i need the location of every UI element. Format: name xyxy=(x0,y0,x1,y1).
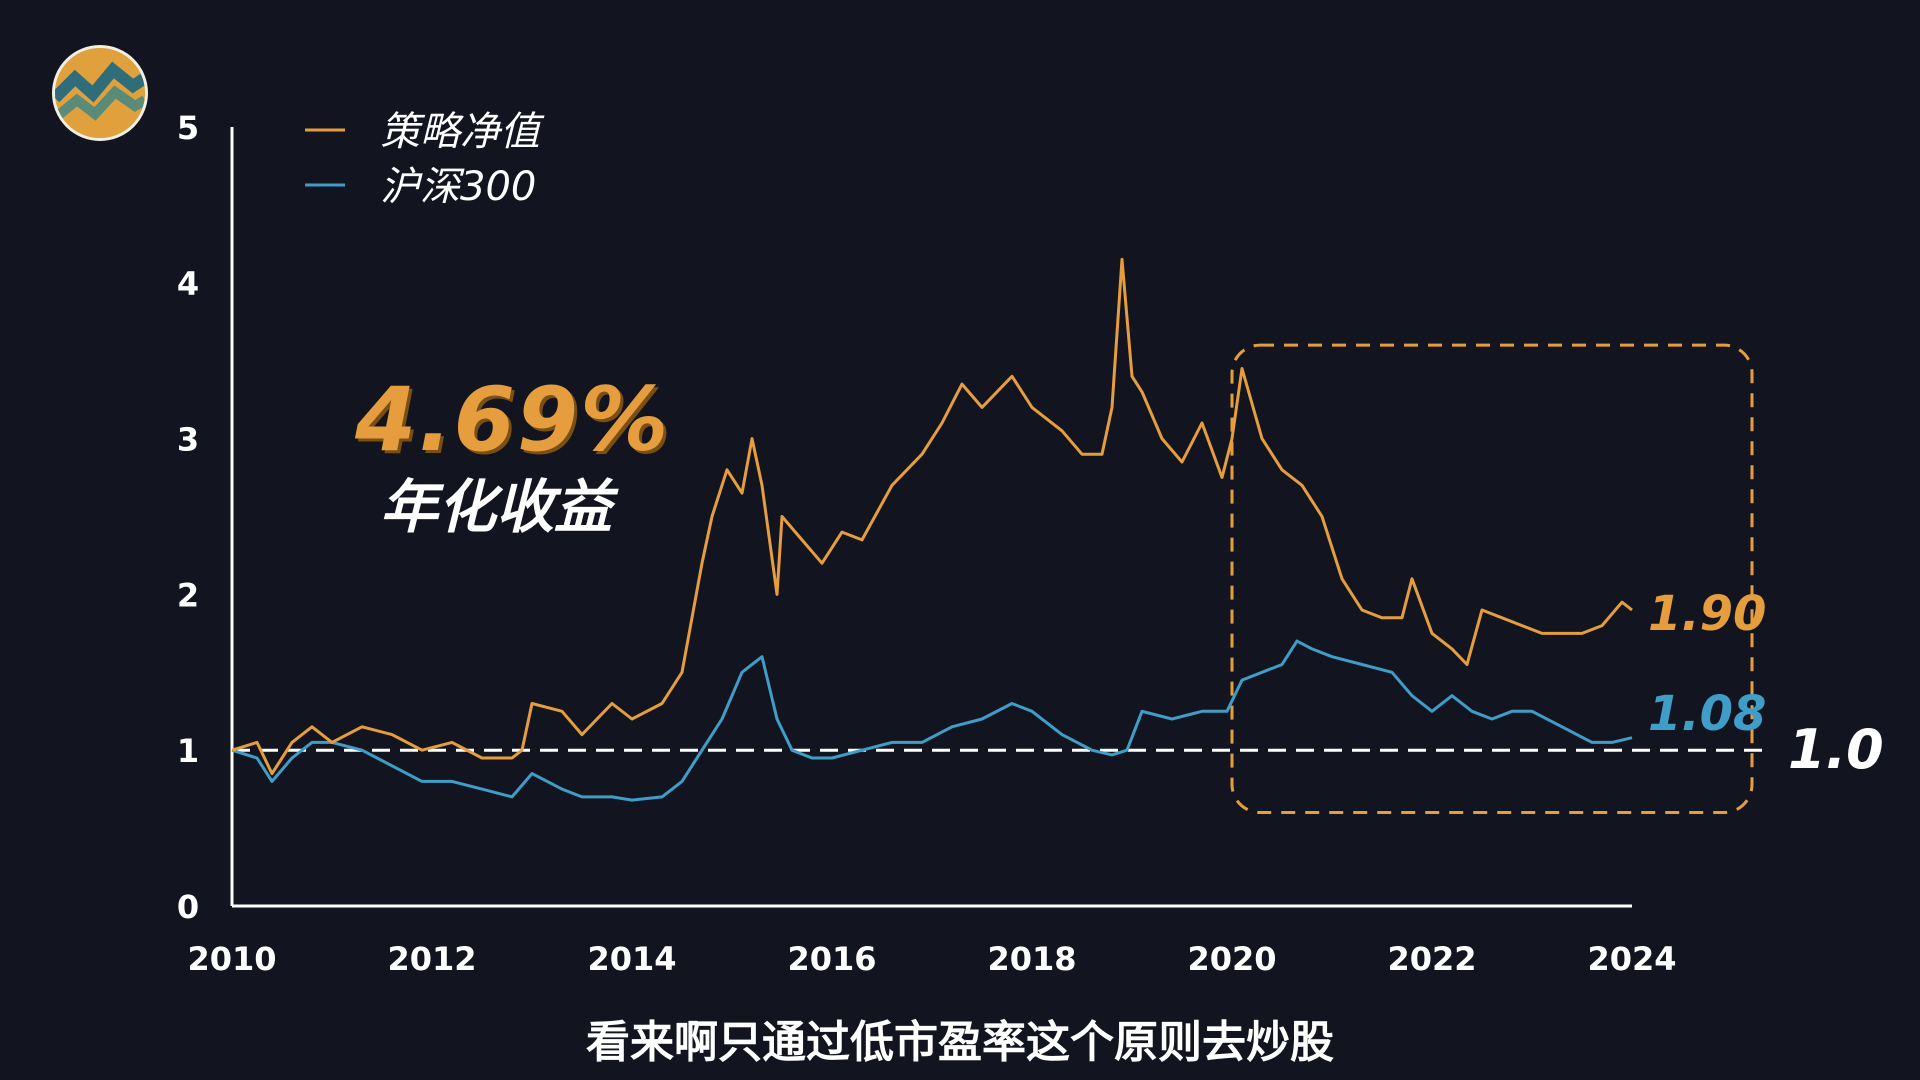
x-tick-label: 2020 xyxy=(1187,940,1276,978)
y-tick-label: 4 xyxy=(177,265,199,303)
y-tick-label: 3 xyxy=(177,421,199,459)
index-end-label: 1.08 xyxy=(1648,686,1766,742)
x-tick-label: 2014 xyxy=(587,940,676,978)
zigzag-logo-icon xyxy=(52,45,148,141)
x-tick-label: 2024 xyxy=(1587,940,1676,978)
annual-return-label: 年化收益 xyxy=(380,473,613,541)
y-tick-label: 2 xyxy=(177,576,199,614)
y-tick-label: 5 xyxy=(177,109,199,147)
legend-label-strategy: 策略净值 xyxy=(380,109,545,155)
x-tick-label: 2010 xyxy=(187,940,276,978)
x-axis-ticks: 2010 2012 2014 2016 2018 2020 2022 2024 xyxy=(187,940,1676,978)
highlight-box xyxy=(1230,343,1754,815)
x-tick-label: 2022 xyxy=(1387,940,1476,978)
legend: 策略净值 沪深300 xyxy=(305,109,545,210)
strategy-series-line xyxy=(231,257,1633,776)
x-tick-label: 2012 xyxy=(387,940,476,978)
y-tick-label: 1 xyxy=(177,732,199,770)
index-series-line xyxy=(231,639,1633,802)
y-axis-ticks: 0 1 2 3 4 5 xyxy=(177,109,199,926)
legend-label-index: 沪深300 xyxy=(380,164,536,210)
strategy-end-label: 1.90 xyxy=(1648,586,1766,642)
series-lines xyxy=(231,257,1633,802)
x-tick-label: 2016 xyxy=(787,940,876,978)
y-tick-label: 0 xyxy=(177,888,199,926)
baseline-label: 1.0 xyxy=(1788,718,1884,781)
x-tick-label: 2018 xyxy=(987,940,1076,978)
subtitle-caption: 看来啊只通过低市盈率这个原则去炒股 xyxy=(586,1017,1334,1068)
annual-return-value: 4.69% xyxy=(355,368,671,471)
